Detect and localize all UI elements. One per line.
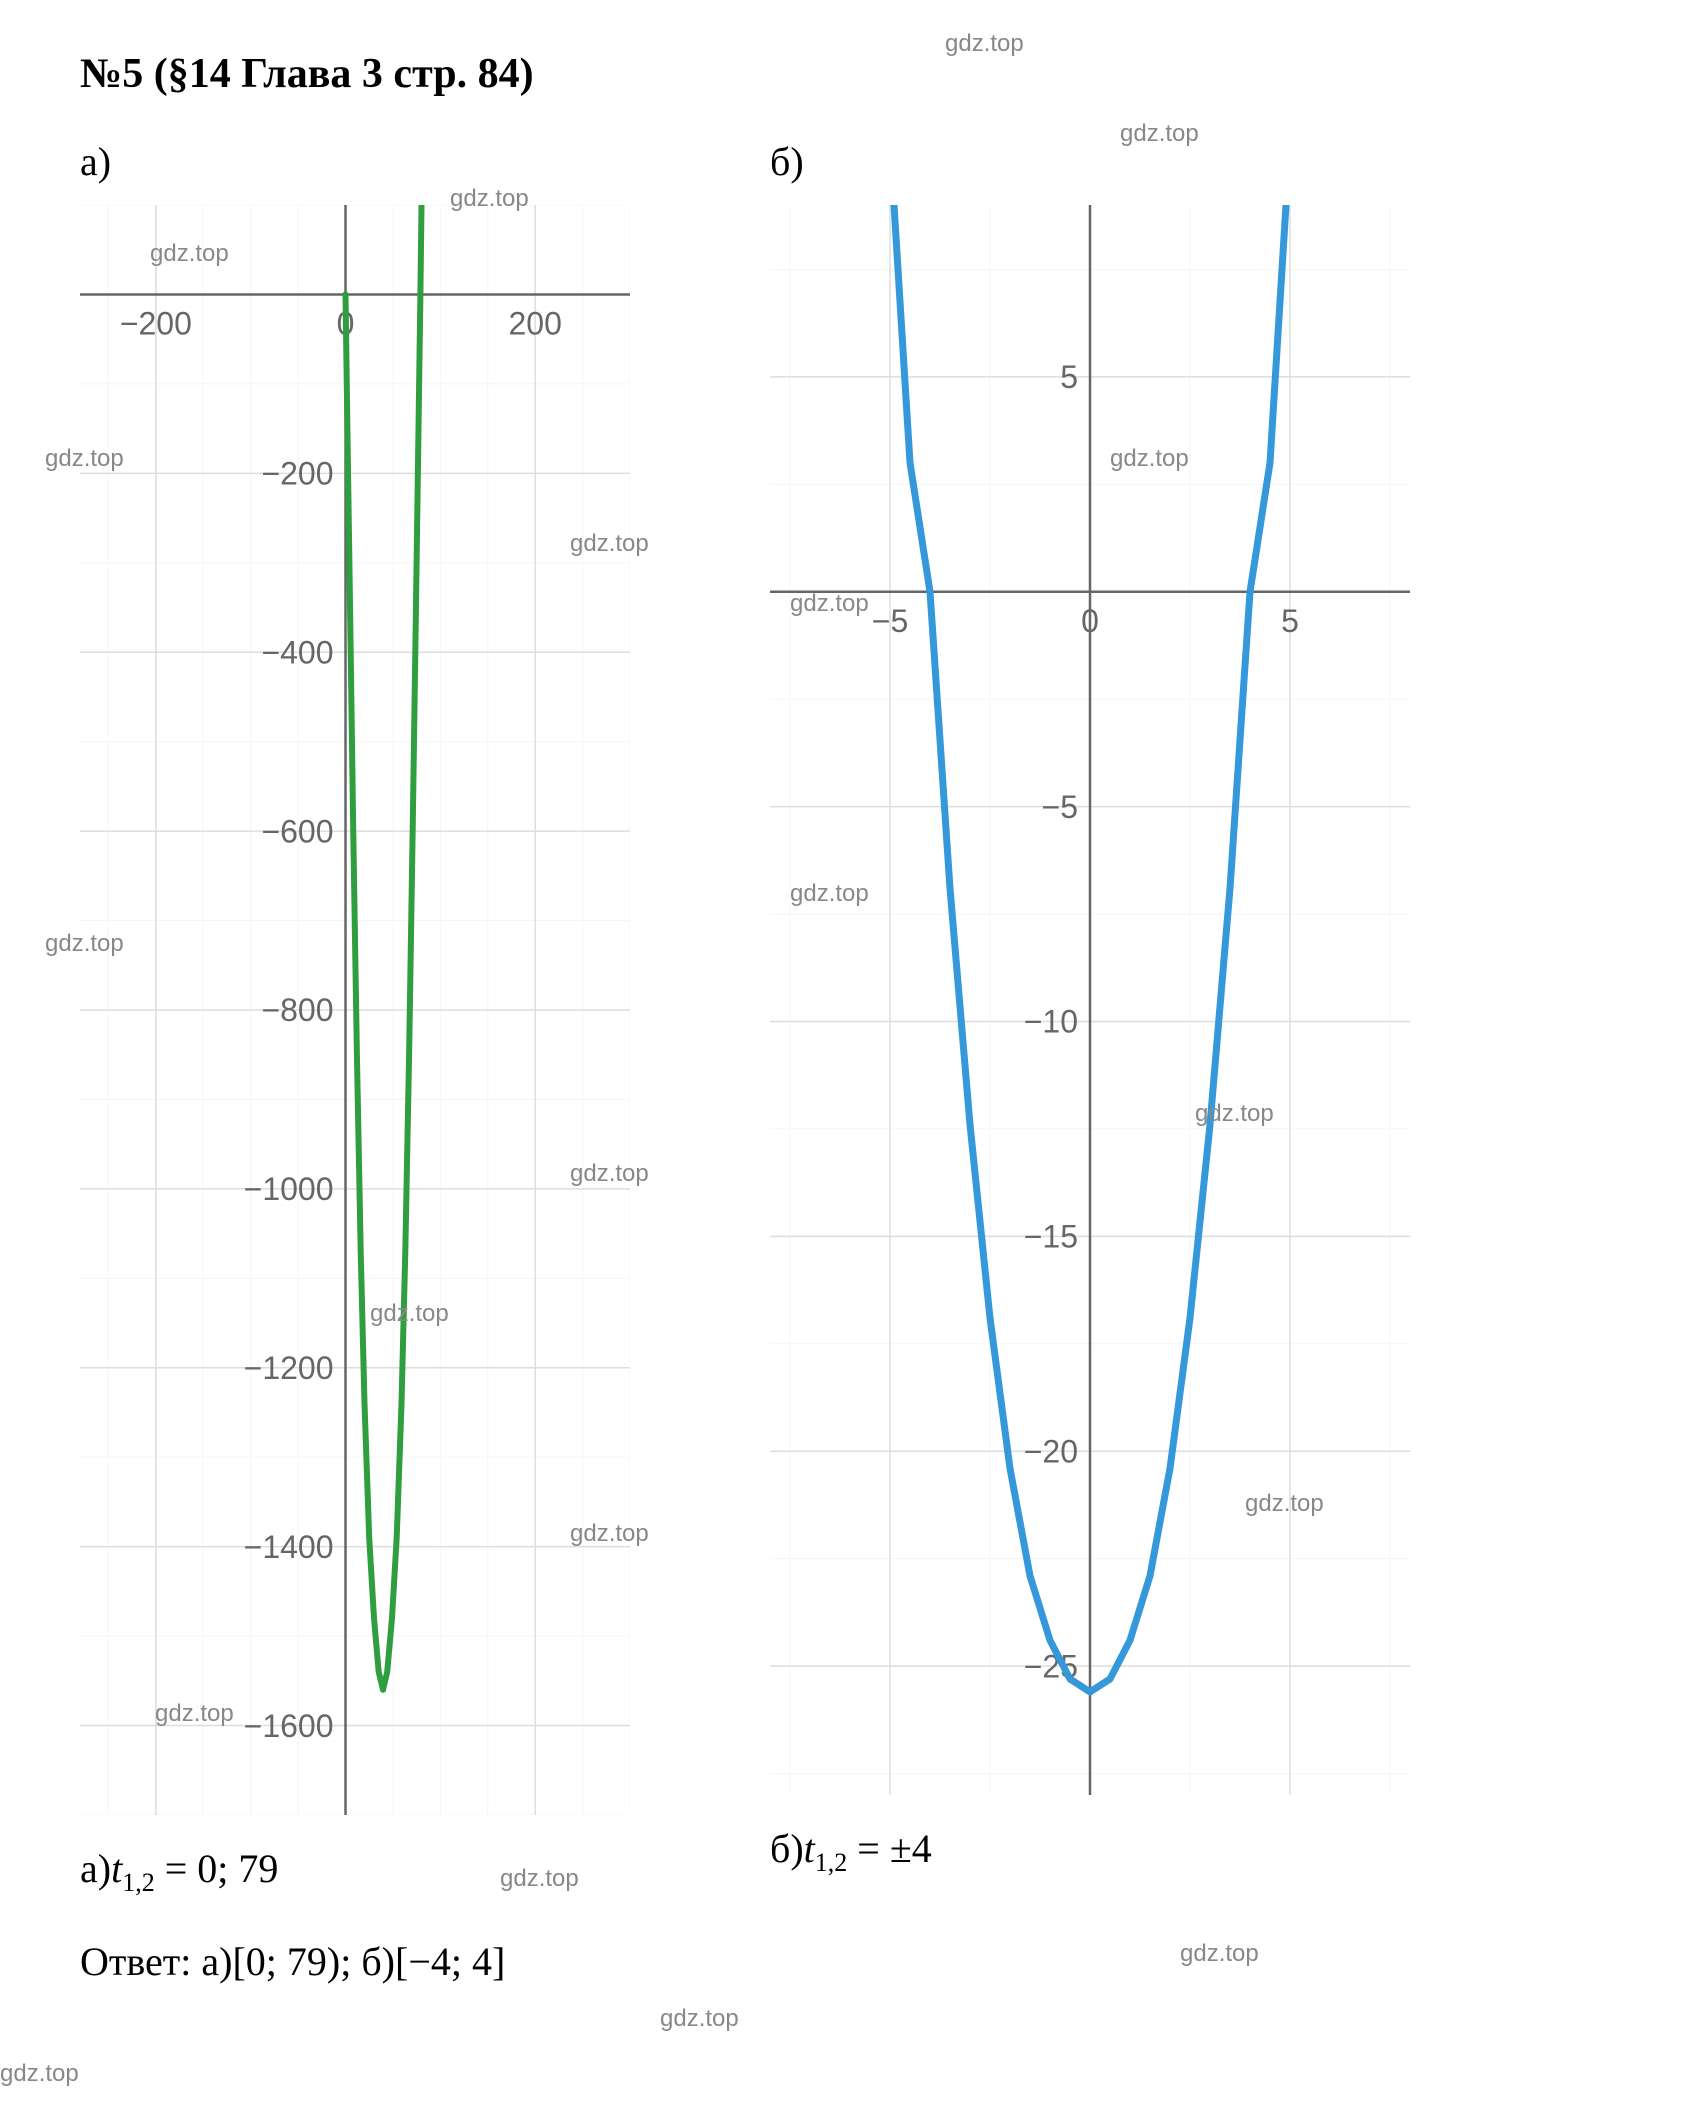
column-a: а) −2000200−200−400−600−800−1000−1200−14… (80, 138, 630, 1898)
watermark: gdz.top (0, 2060, 79, 2088)
svg-text:−1400: −1400 (244, 1529, 334, 1565)
answer-b: б)t1,2 = ±4 (770, 1825, 1410, 1878)
part-b-label: б) (770, 138, 1410, 185)
page-title: №5 (§14 Глава 3 стр. 84) (80, 50, 1606, 98)
answer-b-prefix: б) (770, 1826, 804, 1871)
answer-a-prefix: а) (80, 1846, 111, 1891)
svg-text:200: 200 (508, 305, 561, 341)
svg-text:5: 5 (1060, 359, 1078, 395)
svg-text:−5: −5 (1042, 789, 1078, 825)
svg-text:−20: −20 (1024, 1433, 1078, 1469)
svg-text:5: 5 (1281, 603, 1299, 639)
answer-a-sub: 1,2 (122, 1868, 155, 1897)
final-a-interval: [0; 79); (232, 1939, 361, 1984)
svg-text:0: 0 (1081, 603, 1099, 639)
svg-text:−1000: −1000 (244, 1171, 334, 1207)
chart-a-container: −2000200−200−400−600−800−1000−1200−1400−… (80, 205, 630, 1815)
final-b-interval: [−4; 4] (395, 1939, 505, 1984)
charts-row: а) −200 0 200 −200 −400 −600 −800 −1000 −1200 −14… (80, 138, 1606, 1898)
part-a-label: а) (80, 138, 630, 185)
answer-a-text: = 0; 79 (155, 1846, 279, 1891)
svg-text:−1200: −1200 (244, 1350, 334, 1386)
svg-text:−200: −200 (261, 456, 333, 492)
final-prefix: Ответ: (80, 1939, 201, 1984)
chart-b: −5055−5−10−15−20−25 (770, 205, 1410, 1795)
final-b-label: б) (361, 1939, 395, 1984)
svg-text:−200: −200 (120, 305, 192, 341)
chart-a: −2000200−200−400−600−800−1000−1200−1400−… (80, 205, 630, 1815)
answer-b-var: t (804, 1826, 815, 1871)
svg-text:−10: −10 (1024, 1004, 1078, 1040)
svg-text:−400: −400 (261, 634, 333, 670)
final-a-label: а) (201, 1939, 232, 1984)
svg-text:−1600: −1600 (244, 1708, 334, 1744)
answer-a: а)t1,2 = 0; 79 (80, 1845, 630, 1898)
chart-b-container: −5055−5−10−15−20−25 (770, 205, 1410, 1795)
svg-text:−5: −5 (872, 603, 908, 639)
answer-a-var: t (111, 1846, 122, 1891)
svg-text:−15: −15 (1024, 1219, 1078, 1255)
svg-text:−600: −600 (261, 813, 333, 849)
answer-b-sub: 1,2 (815, 1848, 848, 1877)
answer-b-text: = ±4 (847, 1826, 932, 1871)
svg-text:−800: −800 (261, 992, 333, 1028)
watermark: gdz.top (660, 2005, 739, 2033)
column-b: б) −5055−5−10−15−20−25 б)t1,2 = ±4 (770, 138, 1410, 1878)
final-answer: Ответ: а)[0; 79); б)[−4; 4] (80, 1938, 1606, 1985)
